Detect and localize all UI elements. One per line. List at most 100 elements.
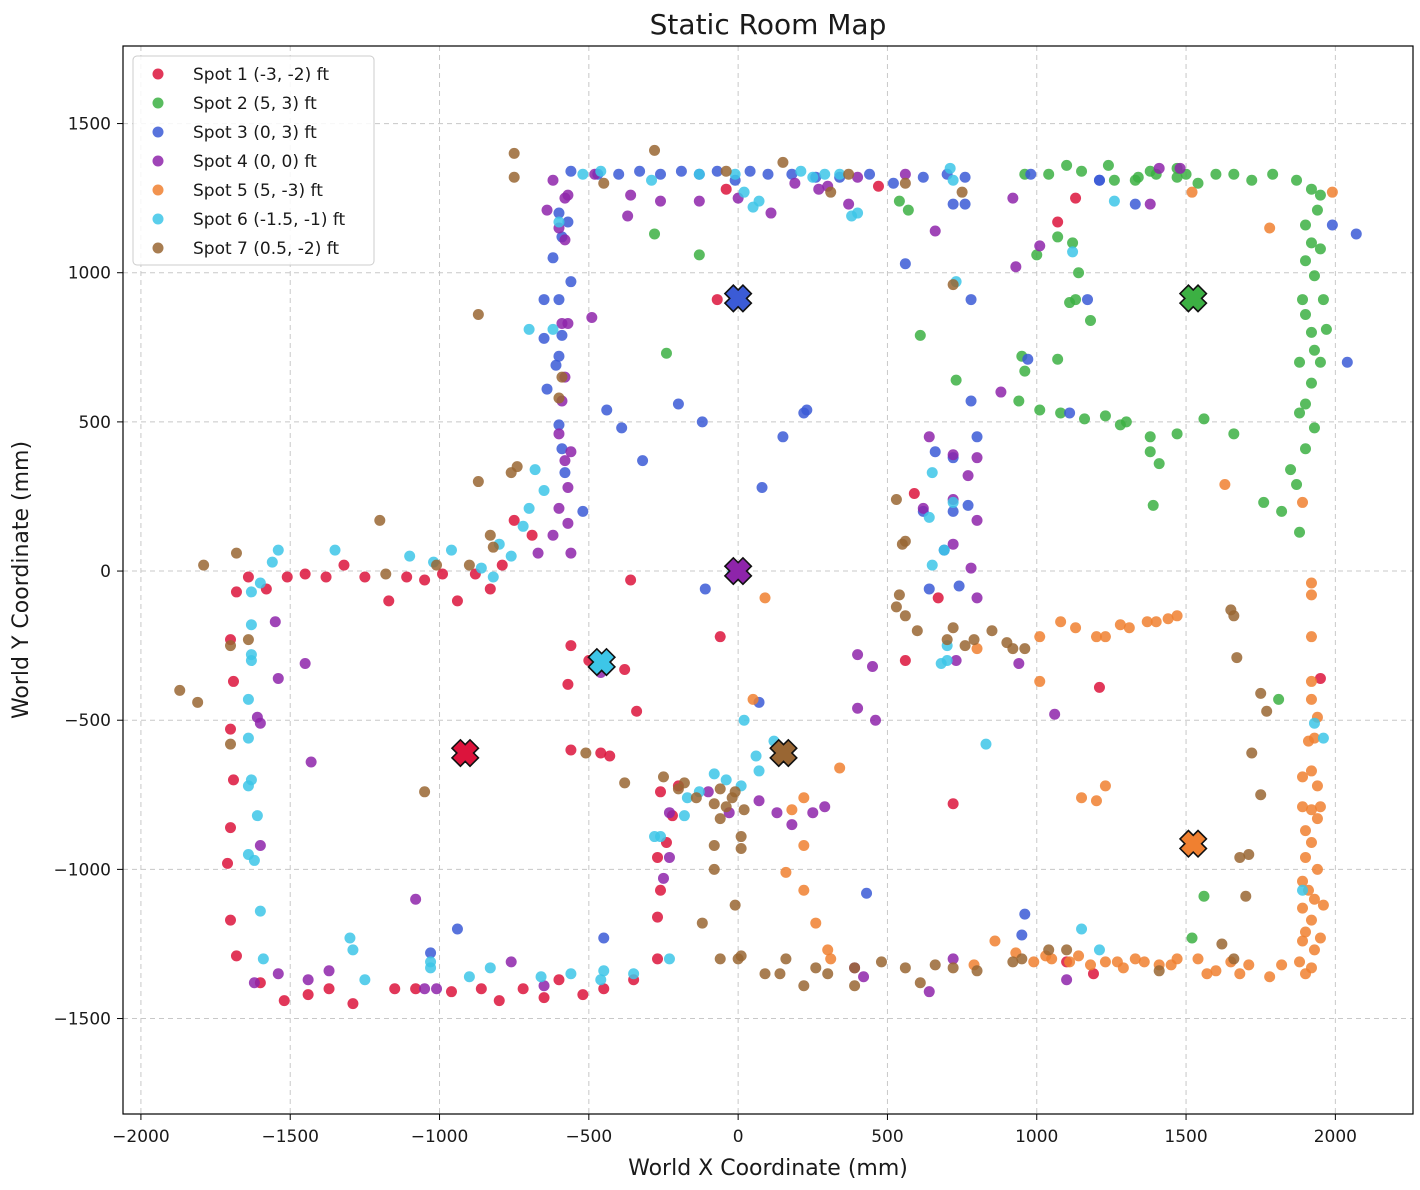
data-point	[795, 165, 807, 177]
data-point	[410, 983, 422, 995]
data-point	[1019, 908, 1031, 920]
data-point	[1153, 458, 1165, 470]
data-point	[652, 851, 664, 863]
data-point	[374, 514, 386, 526]
data-point	[1305, 237, 1317, 249]
data-point	[508, 147, 520, 159]
data-point	[1300, 398, 1311, 410]
data-point	[562, 216, 574, 228]
data-point	[899, 258, 911, 270]
data-point	[1067, 237, 1079, 249]
data-point	[1308, 944, 1320, 956]
data-point	[825, 186, 837, 198]
data-point	[538, 980, 550, 992]
data-point	[825, 953, 837, 965]
data-point	[553, 502, 565, 514]
data-point	[1198, 413, 1210, 425]
data-point	[254, 905, 266, 917]
data-point	[595, 747, 607, 759]
x-tick-label: −2000	[112, 1127, 170, 1147]
data-point	[1052, 231, 1064, 243]
data-point	[1147, 499, 1159, 511]
data-point	[1341, 356, 1353, 368]
data-point	[965, 395, 977, 407]
spot-6-marker	[587, 647, 617, 677]
data-point	[1108, 195, 1120, 207]
data-point	[735, 831, 747, 843]
data-point	[1192, 177, 1204, 189]
data-point	[553, 207, 565, 219]
data-point	[947, 198, 959, 210]
plot-area-frame	[122, 45, 1414, 1115]
data-point	[1314, 189, 1326, 201]
data-point	[675, 165, 687, 177]
data-point	[962, 499, 974, 511]
data-point	[1064, 956, 1076, 968]
data-point	[729, 168, 741, 180]
data-point	[1234, 851, 1246, 863]
data-point	[786, 168, 798, 180]
data-point	[690, 792, 702, 804]
data-point	[1111, 956, 1123, 968]
data-point	[714, 813, 726, 825]
data-point	[810, 962, 822, 974]
data-point	[1317, 899, 1329, 911]
data-point	[1016, 929, 1028, 941]
data-point	[1007, 192, 1019, 204]
data-point	[451, 923, 463, 935]
data-point	[911, 625, 923, 637]
data-point	[541, 204, 553, 216]
data-point	[278, 995, 290, 1007]
data-point	[864, 168, 876, 180]
series-7-points	[174, 144, 1273, 992]
data-point	[711, 294, 723, 306]
data-point	[565, 547, 577, 559]
data-point	[899, 177, 911, 189]
data-point	[893, 589, 905, 601]
data-point	[1264, 971, 1276, 983]
data-point	[242, 780, 254, 792]
data-point	[508, 171, 520, 183]
data-point	[947, 798, 959, 810]
data-point	[565, 446, 577, 458]
data-point	[944, 162, 956, 174]
data-point	[1314, 672, 1326, 684]
data-point	[1294, 356, 1306, 368]
data-point	[586, 311, 598, 323]
data-point	[1297, 801, 1309, 813]
data-point	[1129, 174, 1141, 186]
data-point	[1320, 323, 1332, 335]
data-point	[1079, 413, 1091, 425]
data-point	[852, 649, 864, 661]
data-point	[559, 455, 571, 467]
data-point	[819, 801, 831, 813]
data-point	[410, 893, 422, 905]
data-point	[565, 165, 577, 177]
data-point	[663, 953, 675, 965]
data-point	[917, 171, 929, 183]
data-point	[562, 678, 574, 690]
legend-swatch	[152, 155, 164, 167]
data-point	[472, 476, 484, 488]
data-point	[1171, 610, 1183, 622]
data-point	[926, 467, 938, 479]
data-point	[947, 505, 959, 517]
data-point	[947, 953, 959, 965]
data-point	[655, 168, 666, 180]
data-point	[947, 449, 959, 461]
data-point	[1129, 953, 1141, 965]
data-point	[965, 294, 977, 306]
data-point	[1305, 962, 1317, 974]
series-5-points	[747, 186, 1338, 983]
data-point	[1326, 186, 1338, 198]
data-point	[1016, 953, 1028, 965]
y-tick-label: −500	[64, 711, 111, 731]
data-point	[1291, 174, 1303, 186]
data-point	[941, 634, 953, 646]
data-point	[1007, 956, 1019, 968]
data-point	[968, 634, 980, 646]
data-point	[248, 977, 260, 989]
data-point	[693, 195, 705, 207]
data-point	[807, 807, 819, 819]
